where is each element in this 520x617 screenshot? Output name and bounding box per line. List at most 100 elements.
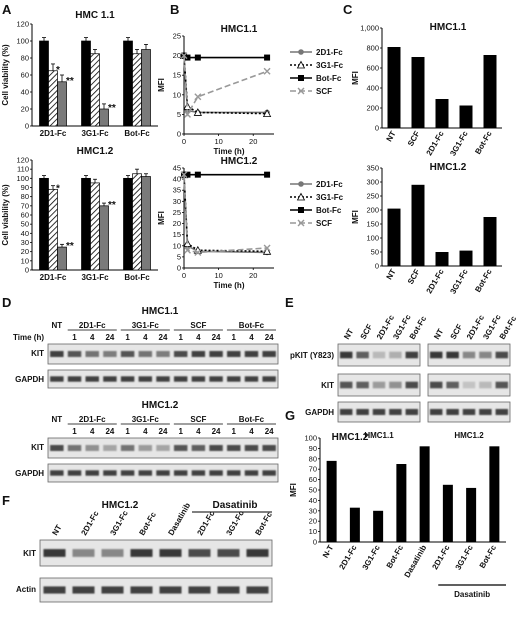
chart-title: HMC1.2 [332,432,369,443]
blot-band [103,351,117,357]
blot-band [138,470,153,476]
y-axis-label: Cell viability (%) [1,184,10,246]
significance-star: ** [108,103,116,114]
bar [483,217,497,266]
chart-B1: HMC1.1 0 5 10 15 20 25 MFI 0 10 20 Time (h) 2D1-Fc 3G… [157,24,344,156]
bar [99,205,109,271]
blot-band [188,586,211,594]
bar [90,182,100,271]
blot-band [356,409,369,415]
blot-band [120,470,135,476]
y-tick-label: 90 [309,444,317,453]
data-point-stroke [194,93,202,101]
series-line [183,174,268,253]
time-point-label: 1 [232,333,237,342]
blot-band [356,351,369,359]
data-point-stroke [180,52,188,60]
blot-band [85,376,99,382]
blot-band [67,470,82,476]
blot-band [101,586,124,594]
blot-band [173,351,188,357]
bar [39,40,49,127]
blot-band [67,376,82,382]
blot-band [188,549,211,557]
y-axis-label: MFI [157,78,166,92]
blot-band [67,445,82,451]
data-point-stroke [180,171,188,179]
blot-band [262,470,276,476]
time-point-label: 24 [212,427,221,436]
blot-lane-label: NT [432,327,445,341]
bar [90,53,100,127]
y-tick-label: 45 [173,164,181,173]
chart-title: HMC1.2 [77,146,114,157]
blot-band [405,351,419,359]
bar [81,40,91,127]
blot-band [495,351,509,359]
y-tick-label: 80 [21,192,29,201]
y-tick-label: 0 [313,538,317,547]
y-tick-label: 800 [366,44,379,53]
x-tick-label: 3G1-Fc [448,267,470,295]
blot-band [120,376,135,382]
time-point-label: 24 [159,333,168,342]
significance-star: ** [66,76,74,87]
data-point-stroke [297,219,305,227]
time-point-label: 1 [232,427,237,436]
time-point-label: 24 [265,333,274,342]
y-tick-label: 600 [366,64,379,73]
time-point-label: 1 [178,333,183,342]
blot-band [372,351,386,359]
time-point-label: 4 [143,427,148,436]
y-axis-label: MFI [351,210,360,224]
bar [411,184,425,266]
y-tick-label: 5 [177,110,181,119]
time-point-label: 1 [125,427,130,436]
blot-band [246,549,269,557]
y-tick-label: 20 [309,517,317,526]
time-point-label: 24 [105,333,114,342]
bar [57,81,67,127]
blot-band [85,445,99,451]
blot-band [103,470,117,476]
y-tick-label: 1,000 [360,24,379,33]
time-point-label: 1 [178,427,183,436]
blot-row-label: GAPDH [15,469,44,478]
significance-star: ** [66,241,74,252]
blot-band [159,586,182,594]
y-axis-label: MFI [157,211,166,225]
blot-band [156,445,170,451]
blot-band [173,376,188,382]
time-point-label: 24 [212,333,221,342]
y-tick-label: 350 [366,164,379,173]
panel-letter-a: A [2,2,12,17]
blot-band [429,351,443,359]
bar [48,188,58,271]
blot-band [156,351,170,357]
time-point-label: 24 [105,427,114,436]
x-tick-label: Bot-Fc [473,129,494,156]
blot-band [159,549,182,557]
blot-band [173,445,188,451]
data-point [262,109,272,118]
blot-band [246,586,269,594]
blot-band [339,409,353,415]
chart-C1: HMC1.1 0 200 400 600 800 1,000 MFI NT SCF 2D1-Fc 3G… [351,22,502,157]
blot-band [191,376,206,382]
y-tick-label: 50 [21,220,29,229]
time-point-label: 1 [72,333,77,342]
series-line [183,55,268,114]
x-tick-label: 3G1-Fc [361,543,383,571]
chart-title: HMC1.1 [430,22,467,33]
blot-band [138,376,153,382]
bar [459,250,473,266]
data-point [298,49,304,55]
y-axis-label: Cell viability (%) [1,44,10,106]
data-point-stroke [263,244,271,252]
blot-band [103,445,117,451]
y-tick-label: 70 [309,465,317,474]
blot-band [209,470,223,476]
series-line [183,55,268,118]
time-point-label: 4 [90,333,95,342]
